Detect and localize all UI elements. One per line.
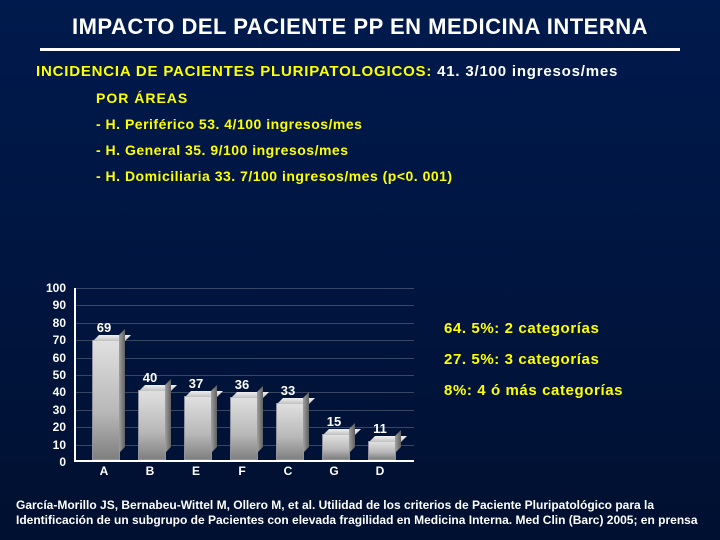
incidencia-label: INCIDENCIA DE PACIENTES PLURIPATOLOGICOS… (36, 63, 432, 80)
area-line: - H. Periférico 53. 4/100 ingresos/mes (0, 116, 720, 132)
bar-value-label: 36 (224, 377, 260, 392)
y-tick-label: 80 (30, 316, 70, 330)
bar-value-label: 11 (362, 421, 398, 436)
bar-value-label: 69 (86, 320, 122, 335)
y-tick-label: 10 (30, 438, 70, 452)
y-tick-label: 20 (30, 420, 70, 434)
bar (276, 403, 304, 460)
por-areas-heading: POR ÁREAS (0, 90, 720, 106)
x-tick-label: C (274, 464, 302, 478)
x-tick-label: D (366, 464, 394, 478)
category-summary: 64. 5%: 2 categorías 27. 5%: 3 categorías… (444, 320, 708, 413)
area-line: - H. General 35. 9/100 ingresos/mes (0, 142, 720, 158)
bar-value-label: 33 (270, 383, 306, 398)
x-tick-label: B (136, 464, 164, 478)
bar (322, 434, 350, 460)
y-tick-label: 40 (30, 385, 70, 399)
y-tick-label: 100 (30, 281, 70, 295)
bar (138, 390, 166, 460)
bar (184, 396, 212, 460)
x-tick-label: F (228, 464, 256, 478)
y-tick-label: 70 (30, 333, 70, 347)
x-tick-label: A (90, 464, 118, 478)
area-line: - H. Domiciliaria 33. 7/100 ingresos/mes… (0, 168, 720, 184)
y-tick-label: 0 (30, 455, 70, 469)
x-tick-label: G (320, 464, 348, 478)
bar-value-label: 40 (132, 370, 168, 385)
title-underline (40, 48, 680, 51)
category-summary-line: 8%: 4 ó más categorías (444, 382, 708, 399)
bar (230, 397, 258, 460)
chart-plot-area (74, 288, 414, 462)
category-summary-line: 64. 5%: 2 categorías (444, 320, 708, 337)
bar (92, 340, 120, 460)
bar-value-label: 15 (316, 414, 352, 429)
y-tick-label: 60 (30, 351, 70, 365)
x-tick-label: E (182, 464, 210, 478)
bar (368, 441, 396, 460)
y-tick-label: 50 (30, 368, 70, 382)
y-tick-label: 90 (30, 298, 70, 312)
slide-title: IMPACTO DEL PACIENTE PP EN MEDICINA INTE… (0, 0, 720, 46)
bar-chart: 0102030405060708090100 ABEFCGD 694037363… (30, 288, 420, 480)
category-summary-line: 27. 5%: 3 categorías (444, 351, 708, 368)
y-tick-label: 30 (30, 403, 70, 417)
citation: García-Morillo JS, Bernabeu-Wittel M, Ol… (16, 498, 704, 528)
incidencia-value: 41. 3/100 ingresos/mes (437, 63, 618, 80)
bar-value-label: 37 (178, 376, 214, 391)
incidencia-line: INCIDENCIA DE PACIENTES PLURIPATOLOGICOS… (0, 63, 720, 80)
